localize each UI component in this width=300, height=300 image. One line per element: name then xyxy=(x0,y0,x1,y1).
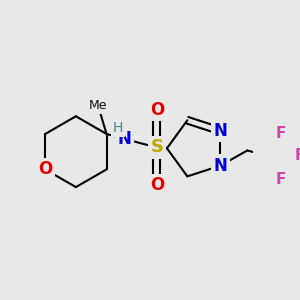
Text: Me: Me xyxy=(89,99,107,112)
Text: N: N xyxy=(118,130,132,148)
Text: S: S xyxy=(150,139,163,157)
Text: N: N xyxy=(213,157,227,175)
Text: N: N xyxy=(213,122,227,140)
Text: H: H xyxy=(113,121,123,135)
Text: F: F xyxy=(276,172,286,187)
Text: O: O xyxy=(150,176,164,194)
Text: O: O xyxy=(150,100,164,118)
Text: O: O xyxy=(38,160,52,178)
Text: F: F xyxy=(276,126,286,141)
Text: F: F xyxy=(294,148,300,163)
